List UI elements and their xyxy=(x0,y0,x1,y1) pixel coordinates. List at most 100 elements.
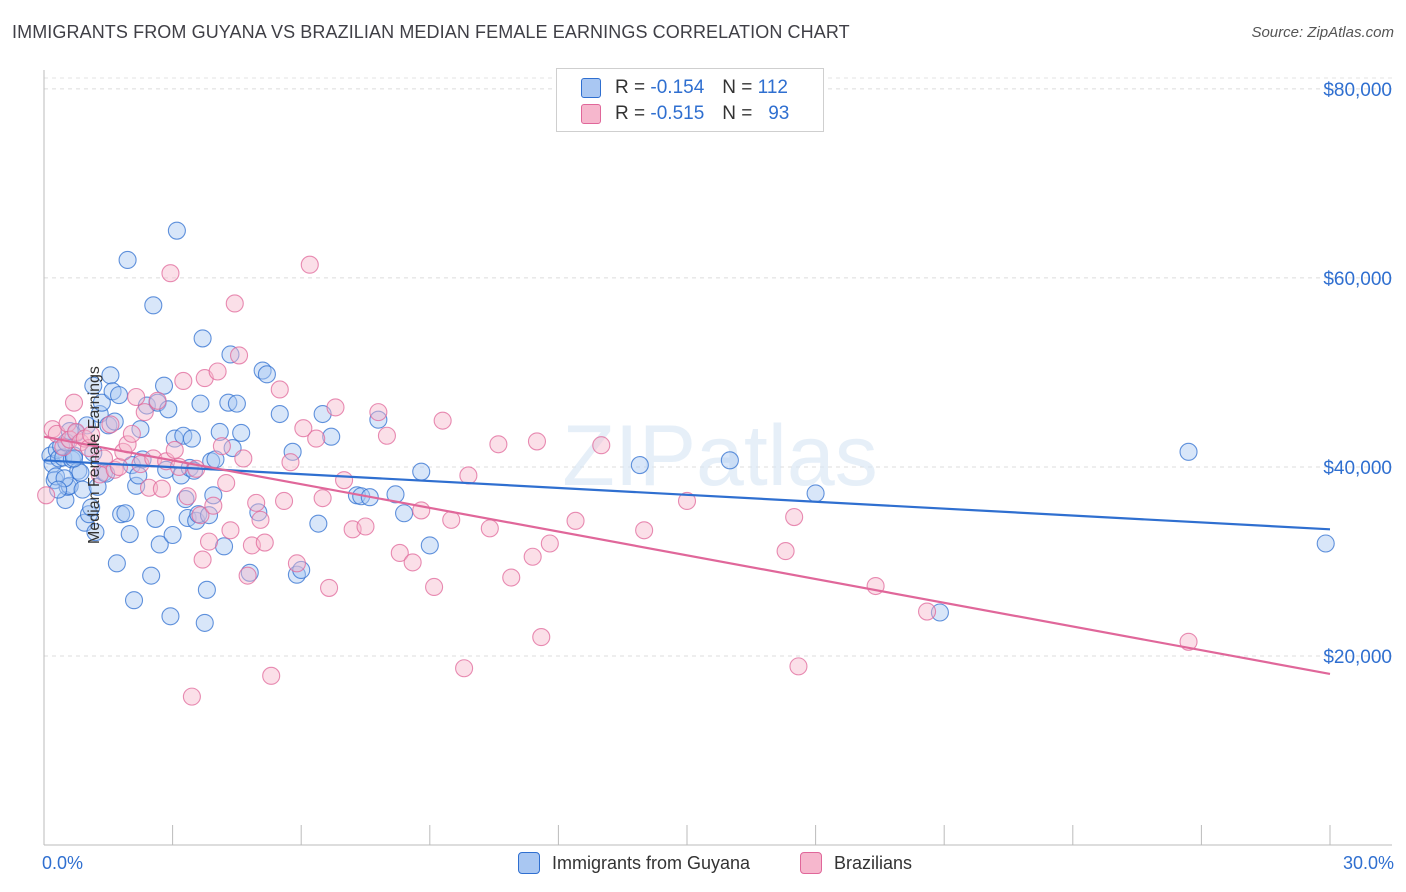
point-guyana xyxy=(118,250,137,270)
point-guyana xyxy=(144,296,163,315)
legend-swatch-brazilians xyxy=(581,104,601,124)
point-brazilians xyxy=(320,578,339,597)
point-guyana xyxy=(82,498,101,517)
point-brazilians xyxy=(212,437,231,456)
trend-line-brazilians xyxy=(43,435,1331,676)
legend-row-guyana: R = -0.154 N = 112 xyxy=(581,76,788,100)
legend-label-brazilians: Brazilians xyxy=(834,852,913,873)
point-guyana xyxy=(101,366,120,385)
point-brazilians xyxy=(785,507,804,527)
point-guyana xyxy=(55,469,74,488)
point-brazilians xyxy=(122,424,141,443)
point-brazilians xyxy=(335,471,354,490)
point-brazilians xyxy=(204,496,223,515)
y-tick-labels: $20,000 $40,000 $60,000 $80,000 xyxy=(1323,80,1392,668)
point-guyana xyxy=(930,603,949,622)
point-guyana xyxy=(193,329,212,348)
point-brazilians xyxy=(174,371,193,390)
point-brazilians xyxy=(225,294,244,313)
point-guyana xyxy=(240,563,259,582)
legend-swatch-brazilians xyxy=(800,852,822,874)
point-brazilians xyxy=(217,473,236,493)
point-brazilians xyxy=(566,511,585,530)
point-guyana xyxy=(232,423,251,442)
point-guyana xyxy=(109,386,129,405)
point-guyana xyxy=(73,480,92,499)
point-guyana xyxy=(369,410,388,429)
point-guyana xyxy=(322,427,341,446)
y-tick-label: $20,000 xyxy=(1323,647,1392,668)
legend-n-label: N = xyxy=(722,103,753,124)
point-brazilians xyxy=(221,521,240,540)
point-brazilians xyxy=(255,533,274,552)
point-brazilians xyxy=(127,387,146,407)
point-brazilians xyxy=(425,577,444,597)
point-brazilians xyxy=(592,436,611,455)
legend-row-brazilians: R = -0.515 N = 93 xyxy=(581,102,789,126)
point-brazilians xyxy=(139,478,159,497)
point-guyana xyxy=(386,485,405,504)
point-brazilians xyxy=(532,628,551,647)
point-brazilians xyxy=(287,554,306,573)
point-brazilians xyxy=(294,419,313,438)
point-brazilians xyxy=(191,506,210,525)
point-brazilians xyxy=(152,479,171,498)
point-brazilians xyxy=(229,346,249,365)
legend-n-value: 112 xyxy=(757,77,788,98)
point-guyana xyxy=(176,490,195,509)
point-brazilians xyxy=(208,362,227,381)
point-brazilians xyxy=(234,449,253,468)
legend-swatch-guyana xyxy=(581,78,601,98)
point-brazilians xyxy=(776,542,795,561)
point-brazilians xyxy=(281,453,300,472)
point-brazilians xyxy=(480,519,499,538)
x-tick-left: 0.0% xyxy=(42,853,84,873)
point-guyana xyxy=(56,490,75,510)
point-guyana xyxy=(49,480,68,499)
legend-label-guyana: Immigrants from Guyana xyxy=(552,852,751,873)
point-guyana xyxy=(257,365,276,384)
legend-item-brazilians: Brazilians xyxy=(800,852,912,874)
point-guyana xyxy=(204,486,223,505)
point-guyana xyxy=(420,536,439,555)
point-guyana xyxy=(124,591,144,610)
point-brazilians xyxy=(135,403,154,422)
legend-series: Immigrants from Guyana Brazilians xyxy=(0,852,1406,878)
point-brazilians xyxy=(459,466,478,485)
point-brazilians xyxy=(275,491,294,511)
point-brazilians xyxy=(789,657,808,676)
point-brazilians xyxy=(182,687,201,706)
y-tick-label: $60,000 xyxy=(1323,269,1392,290)
point-brazilians xyxy=(540,534,559,553)
point-guyana xyxy=(806,484,825,503)
point-guyana xyxy=(84,376,103,395)
point-guyana xyxy=(191,394,210,413)
point-guyana xyxy=(309,514,328,533)
trend-lines xyxy=(43,435,1331,676)
legend-n-label: N = xyxy=(722,77,753,98)
legend-r-label: R = xyxy=(615,77,646,98)
point-brazilians xyxy=(677,491,697,511)
legend-n-value: 93 xyxy=(768,103,790,124)
point-brazilians xyxy=(313,489,332,508)
point-brazilians xyxy=(527,432,547,451)
point-brazilians xyxy=(148,391,167,410)
point-guyana xyxy=(86,523,105,542)
point-brazilians xyxy=(433,411,452,430)
axes xyxy=(43,70,1392,846)
legend-item-guyana: Immigrants from Guyana xyxy=(518,852,750,874)
point-guyana xyxy=(197,580,216,599)
point-guyana xyxy=(150,535,169,554)
point-brazilians xyxy=(199,532,219,551)
point-brazilians xyxy=(390,543,409,563)
point-guyana xyxy=(116,504,135,523)
point-guyana xyxy=(195,613,214,632)
watermark: ZIPatlas xyxy=(562,408,877,504)
chart-title: IMMIGRANTS FROM GUYANA VS BRAZILIAN MEDI… xyxy=(12,22,850,42)
legend-r-value: -0.154 xyxy=(650,77,705,98)
point-guyana xyxy=(163,525,182,545)
point-guyana xyxy=(1179,442,1198,461)
point-guyana xyxy=(227,394,246,413)
point-guyana xyxy=(412,462,431,481)
point-brazilians xyxy=(101,415,120,434)
